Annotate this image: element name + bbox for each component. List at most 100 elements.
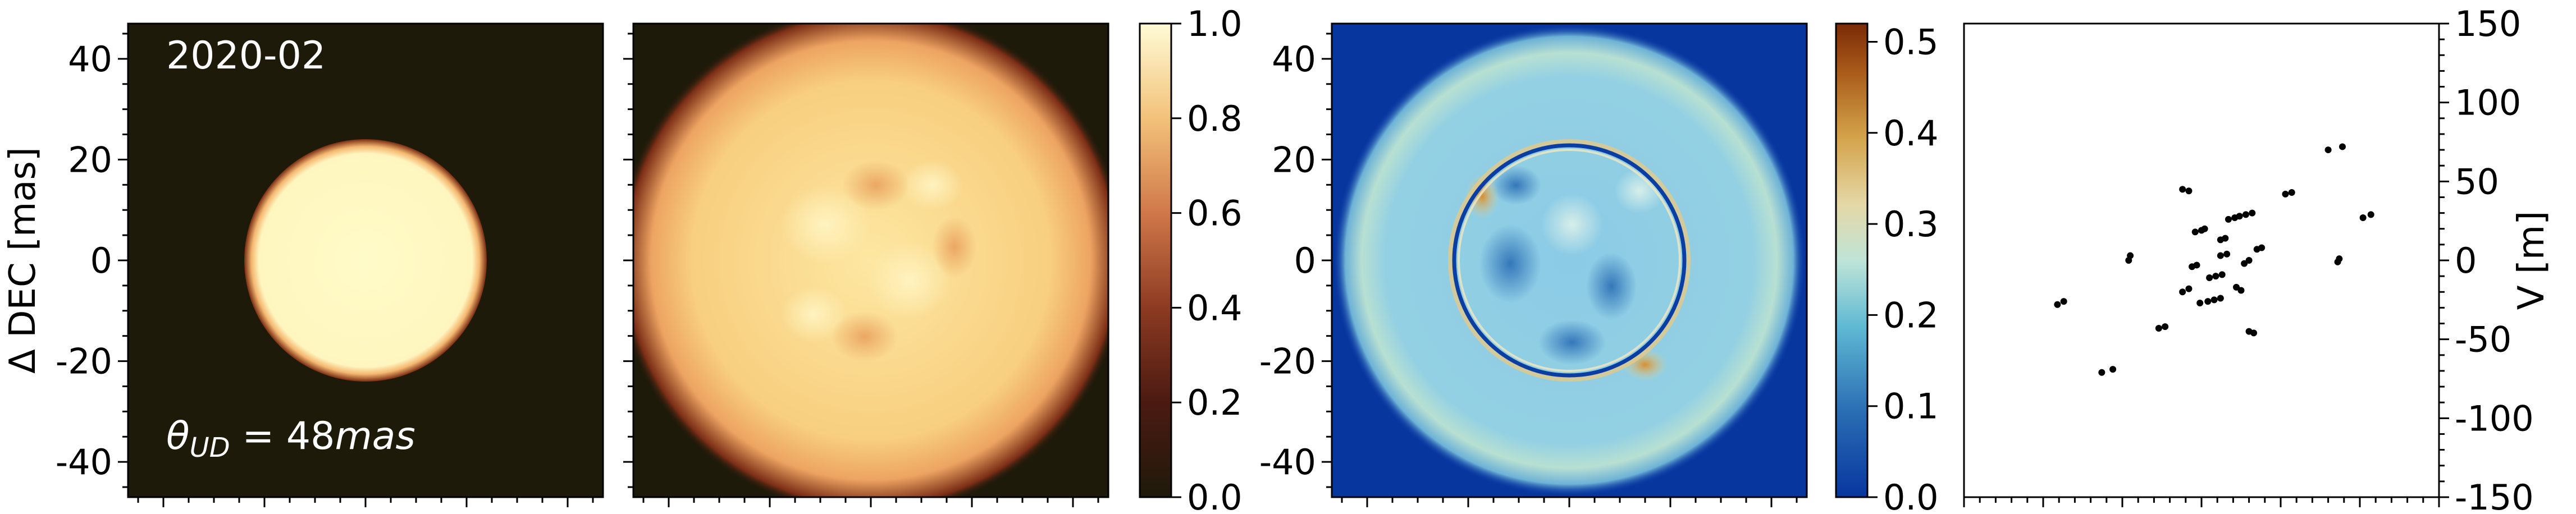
uv-point <box>2217 295 2224 302</box>
uv-point <box>2236 213 2243 220</box>
uv-point <box>2339 143 2346 150</box>
uv-point <box>2223 250 2231 258</box>
residual-dark-patch <box>1479 224 1541 303</box>
residual-ring-inner <box>1458 149 1681 372</box>
y-axis-label-v: V [m] <box>2511 211 2552 310</box>
panel-uv-background <box>1963 22 2440 498</box>
uv-point <box>2185 285 2193 292</box>
uv-point <box>2155 324 2162 332</box>
residual-disk <box>1333 25 1805 496</box>
theta-ud-annotation: θUD = 48mas <box>166 414 415 463</box>
uv-point <box>2109 366 2117 373</box>
dark-patch <box>932 216 977 278</box>
uv-y-tick-label: -50 <box>2455 319 2511 360</box>
uv-point <box>2249 209 2256 217</box>
uv-point <box>2367 211 2374 218</box>
colorbar-residual-tick-label: 0.5 <box>1883 21 1939 62</box>
colorbar-residual-tick-label: 0.3 <box>1883 204 1939 245</box>
bright-patch <box>867 241 952 320</box>
uv-point <box>2324 146 2332 154</box>
uv-point <box>2206 274 2213 281</box>
panel3-y-tick-label: -20 <box>1259 341 1316 382</box>
residual-dark-patch <box>1491 166 1541 205</box>
residual-edge-excess <box>1465 174 1499 219</box>
uv-point <box>2162 323 2169 331</box>
uv-point <box>2185 187 2193 195</box>
panel3-y-tick-label: 20 <box>1272 139 1316 180</box>
uv-y-tick-label: 100 <box>2455 82 2521 123</box>
uv-point <box>2210 296 2218 304</box>
panel3-y-tick-label: 0 <box>1294 240 1316 281</box>
colorbar-residual-tick-label: 0.2 <box>1883 295 1939 336</box>
colorbar-intensity-gradient <box>1139 22 1172 498</box>
residual-light-patch <box>1541 194 1603 255</box>
uv-point <box>2212 273 2219 280</box>
uv-point <box>2336 255 2343 263</box>
panel1-y-tick-label: 40 <box>68 39 112 80</box>
colorbar-intensity-tick-label: 0.8 <box>1187 98 1243 139</box>
uv-y-tick-label: -100 <box>2455 398 2534 439</box>
uv-point <box>2250 329 2258 337</box>
epoch-label: 2020-02 <box>166 34 326 78</box>
colorbar-residual-tick-label: 0.1 <box>1883 386 1939 427</box>
colorbar-residual-gradient <box>1835 22 1869 498</box>
panel1-y-tick-label: 0 <box>90 240 112 281</box>
uv-point <box>2242 211 2249 218</box>
bright-patch <box>780 286 848 342</box>
colorbar-intensity: 0.0 0.2 0.4 0.6 0.8 1.0 <box>1139 3 1243 514</box>
uv-point <box>2179 288 2186 296</box>
panel3-y-tick-label: 40 <box>1272 39 1316 80</box>
uv-point <box>2201 225 2208 232</box>
panel-reconstruction <box>623 22 1109 507</box>
panel-uv-coverage: 150 100 50 0 -50 -100 -150 V [m] <box>1963 3 2552 514</box>
bright-patch <box>780 185 870 264</box>
uniform-disk <box>244 139 487 382</box>
residual-dark-patch <box>1538 320 1606 365</box>
uv-point <box>2179 186 2186 193</box>
colorbar-intensity-tick-label: 0.2 <box>1187 382 1243 423</box>
uv-point <box>2193 261 2200 269</box>
theta-symbol: θ <box>166 414 190 458</box>
colorbar-intensity-tick-label: 0.6 <box>1187 193 1243 234</box>
uv-point <box>2237 287 2245 294</box>
uv-y-tick-label: 50 <box>2455 161 2499 202</box>
uv-point <box>2233 283 2240 291</box>
reconstructed-disk <box>633 24 1108 497</box>
residual-ring-outer <box>1448 139 1691 382</box>
residual-ring <box>1452 143 1687 378</box>
uv-point <box>2218 271 2226 278</box>
uv-point <box>2127 252 2134 259</box>
colorbar-intensity-tick-label: 0.0 <box>1187 477 1243 514</box>
uv-point <box>2359 214 2367 222</box>
colorbar-residual: 0.0 0.1 0.2 0.3 0.4 0.5 <box>1835 21 1939 514</box>
panel3-y-tick-label: -40 <box>1259 442 1316 483</box>
uv-y-tick-label: 0 <box>2455 240 2477 281</box>
uv-point <box>2196 299 2204 306</box>
uv-point <box>2222 235 2229 242</box>
uv-point <box>2098 369 2105 376</box>
theta-value: = 48 <box>230 414 335 458</box>
uv-point <box>2204 298 2212 305</box>
dark-patch <box>842 160 910 210</box>
y-axis-label-dec: Δ DEC [mas] <box>2 147 44 374</box>
colorbar-intensity-tick-label: 1.0 <box>1187 3 1243 44</box>
uv-y-tick-label: -150 <box>2455 477 2534 514</box>
panel-residual: 40 20 0 -20 -40 <box>1259 22 1808 507</box>
uv-point <box>2060 298 2067 305</box>
uv-point <box>2191 228 2199 236</box>
panel-uniform-disk: 40 20 0 -20 -40 2020-02 θUD = 48mas Δ DEC [m… <box>2 22 604 507</box>
colorbar-residual-tick-label: 0.0 <box>1883 477 1939 514</box>
uv-point <box>2258 244 2266 251</box>
colorbar-residual-tick-label: 0.4 <box>1883 113 1939 154</box>
dark-patch <box>831 311 898 362</box>
uv-point <box>2245 257 2253 264</box>
colorbar-intensity-tick-label: 0.4 <box>1187 287 1243 328</box>
uv-point <box>2054 301 2061 308</box>
uv-point <box>2288 189 2295 196</box>
panel1-y-tick-label: -20 <box>56 341 112 382</box>
theta-unit: mas <box>335 414 415 458</box>
theta-subscript: UD <box>190 432 230 463</box>
uv-point <box>2225 215 2232 223</box>
panel1-y-tick-label: 20 <box>68 139 112 180</box>
